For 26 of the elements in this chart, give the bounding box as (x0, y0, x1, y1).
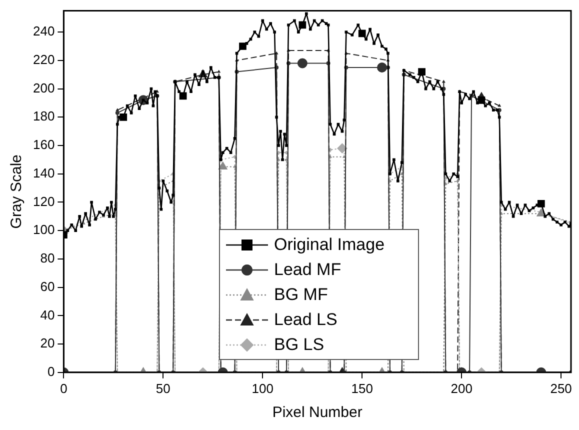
x-tick-label: 200 (450, 380, 472, 396)
y-tick-label: 160 (32, 137, 55, 152)
y-tick-label: 120 (32, 194, 55, 209)
x-axis-title: Pixel Number (272, 404, 362, 422)
legend-label: Original Image (274, 234, 385, 254)
x-tick-label: 50 (156, 380, 170, 396)
y-tick-label: 0 (47, 364, 55, 379)
y-tick-label: 180 (32, 108, 55, 124)
y-tick-label: 40 (40, 307, 55, 322)
legend-label: BG MF (274, 284, 328, 304)
legend-label: Lead MF (274, 260, 342, 280)
y-tick-label: 140 (32, 165, 55, 180)
x-tick-label: 100 (252, 380, 274, 396)
legend-label: BG LS (274, 334, 324, 354)
y-tick-label: 200 (32, 80, 55, 96)
y-tick-label: 240 (32, 24, 55, 39)
y-tick-label: 100 (32, 222, 55, 238)
y-tick-label: 60 (40, 278, 55, 294)
y-tick-label: 20 (40, 336, 55, 351)
y-tick-label: 80 (40, 250, 55, 266)
y-axis-title: Gray Scale (8, 154, 26, 229)
x-tick-label: 0 (60, 380, 68, 396)
x-tick-label: 250 (550, 380, 572, 396)
y-tick-label: 220 (32, 52, 55, 68)
x-tick-label: 150 (351, 380, 373, 396)
legend-label: Lead LS (274, 310, 338, 330)
